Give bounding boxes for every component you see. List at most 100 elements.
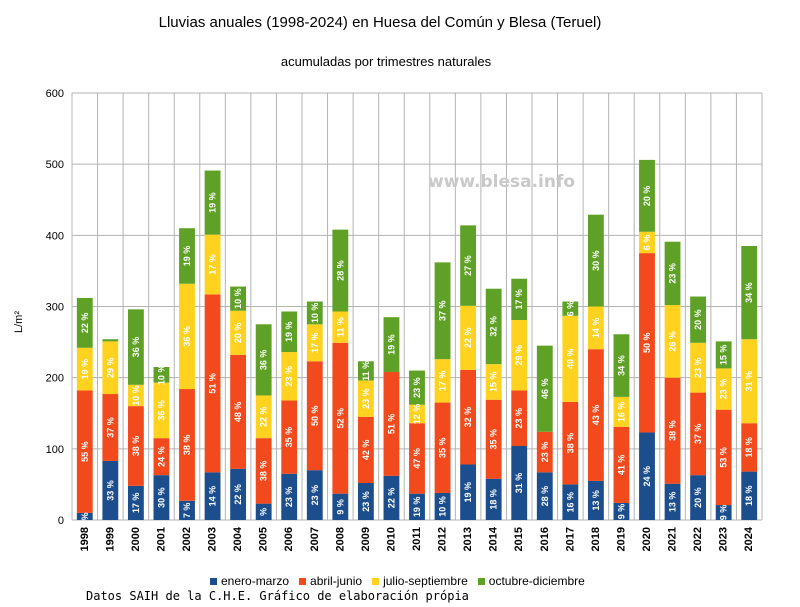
bar-segment xyxy=(664,377,681,484)
bar-segment xyxy=(332,311,349,343)
x-tick-label: 2002 xyxy=(181,527,193,551)
x-tick-label: 2006 xyxy=(283,527,295,551)
bar-segment xyxy=(613,502,630,520)
legend: enero-marzo abril-junio julio-septiembre oc… xyxy=(210,574,585,588)
data-label: 20 % xyxy=(693,487,703,508)
data-label: 16 % xyxy=(616,402,626,423)
bar-segment xyxy=(76,390,93,513)
bar-segment xyxy=(562,301,579,316)
bar-segment xyxy=(741,471,758,520)
data-label: 41 % xyxy=(616,455,626,476)
y-tick-label: 500 xyxy=(46,159,64,171)
bar-segment xyxy=(485,288,502,365)
bar-segment xyxy=(434,359,451,403)
bar-segment xyxy=(741,339,758,424)
bar-segment xyxy=(230,468,247,520)
bar-segment xyxy=(715,409,732,506)
bar-segment xyxy=(383,475,400,520)
legend-swatch xyxy=(210,577,217,585)
bar-segment xyxy=(409,423,425,494)
bar-segment xyxy=(536,431,553,473)
bar-segment xyxy=(690,475,707,520)
data-label: 19 % xyxy=(182,246,192,267)
bar-segment xyxy=(204,234,221,295)
bar-segment xyxy=(127,485,144,520)
bar-segment xyxy=(536,345,553,432)
bar-segment xyxy=(409,370,425,405)
bar-segment xyxy=(639,159,655,232)
data-label: 18 % xyxy=(489,489,499,510)
bar-segment xyxy=(306,301,323,325)
data-label: 38 % xyxy=(565,433,575,454)
bar-segment xyxy=(715,341,732,369)
legend-label: octubre-diciembre xyxy=(488,574,585,588)
legend-swatch xyxy=(299,577,307,585)
bar-segment xyxy=(204,294,221,473)
data-label: 36 % xyxy=(259,350,269,371)
bar-segment xyxy=(664,241,681,306)
data-label: 55 % xyxy=(80,441,90,462)
x-tick-label: 2013 xyxy=(462,527,474,551)
bar-segment xyxy=(639,253,655,433)
data-label: 47 % xyxy=(412,448,422,469)
data-label: 37 % xyxy=(693,424,703,445)
data-label: 52 % xyxy=(335,408,345,429)
x-tick-label: 2011 xyxy=(411,527,423,551)
y-tick-label: 200 xyxy=(46,373,64,385)
bar-segment xyxy=(306,361,323,471)
data-label: 10 % xyxy=(310,303,320,324)
data-label: 36 % xyxy=(131,337,141,358)
bar-segment xyxy=(179,389,195,501)
bar-segment xyxy=(281,352,298,401)
bar-segment xyxy=(332,493,349,520)
data-label: 23 % xyxy=(361,388,371,409)
x-tick-label: 2023 xyxy=(718,527,730,551)
data-label: 38 % xyxy=(259,461,269,482)
data-label: 16 % xyxy=(565,492,575,513)
bar-segment xyxy=(179,228,195,284)
bar-segment xyxy=(306,324,323,362)
bar-segment xyxy=(102,341,119,395)
bar-segment xyxy=(715,368,732,410)
data-label: 51 % xyxy=(386,414,396,435)
label-layer: % 55 % 19 % 22 % 33 % 37 % 29 % 17 % 38 % 10 % 36 … xyxy=(80,186,754,521)
data-label: 22 % xyxy=(463,328,473,349)
bar-segment xyxy=(511,320,528,391)
bar-segment xyxy=(357,380,374,417)
data-label: 50 % xyxy=(642,333,652,354)
x-tick-label: 2019 xyxy=(615,527,627,551)
bar-segment xyxy=(562,484,579,520)
data-label: 14 % xyxy=(591,318,601,339)
x-tick-label: 2003 xyxy=(207,527,219,551)
data-label: 48 % xyxy=(233,402,243,423)
bar-segment xyxy=(460,464,477,520)
bar-segment xyxy=(587,349,604,481)
legend-label: julio-septiembre xyxy=(383,574,468,588)
legend-item: abril-junio xyxy=(299,574,362,588)
x-tick-label: 1999 xyxy=(104,527,116,551)
bar-segment xyxy=(562,401,579,485)
bar-segment xyxy=(255,503,272,520)
data-label: 6 % xyxy=(565,301,575,317)
bar-segment xyxy=(690,392,707,476)
data-label: 34 % xyxy=(616,355,626,376)
bar-segment xyxy=(102,460,119,520)
data-label: 24 % xyxy=(156,446,166,467)
data-label: 36 % xyxy=(156,400,166,421)
bar-segment xyxy=(230,286,247,311)
legend-item: enero-marzo xyxy=(210,574,289,588)
data-label: 17 % xyxy=(438,371,448,392)
data-label: 13 % xyxy=(591,490,601,511)
data-label: 15 % xyxy=(719,345,729,366)
data-label: 38 % xyxy=(668,420,678,441)
data-label: 37 % xyxy=(438,301,448,322)
data-label: 9 % xyxy=(616,504,626,520)
data-label: 20 % xyxy=(233,323,243,344)
x-tick-label: 2007 xyxy=(309,527,321,551)
bar-segment xyxy=(255,324,272,396)
bar-segment xyxy=(255,395,272,439)
bar-segment xyxy=(409,404,425,424)
y-axis-title: L/m² xyxy=(13,311,25,333)
data-label: 23 % xyxy=(361,491,371,512)
data-label: 35 % xyxy=(489,429,499,450)
